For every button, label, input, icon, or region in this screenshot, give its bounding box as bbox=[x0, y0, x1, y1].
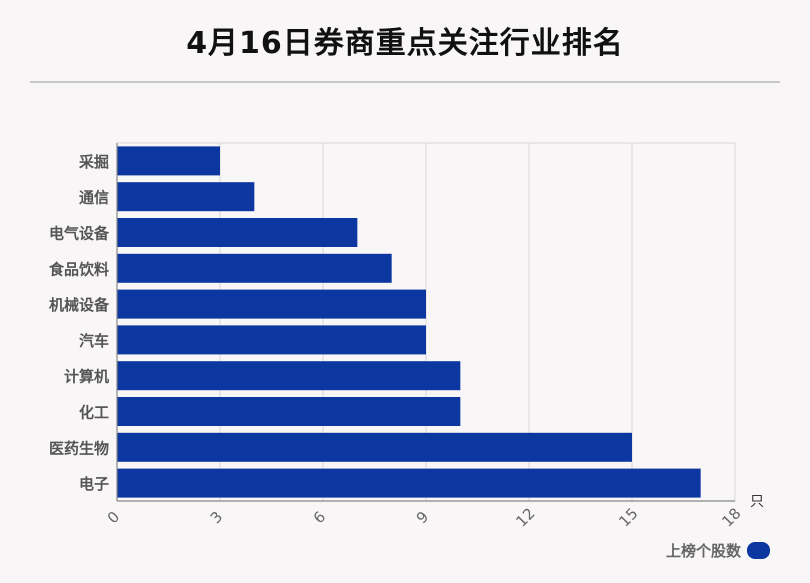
bar-4 bbox=[117, 289, 426, 319]
bar-0 bbox=[117, 146, 220, 176]
legend: 上榜个股数 bbox=[666, 540, 770, 561]
chart-title: 4月16日券商重点关注行业排名 bbox=[186, 26, 624, 61]
category-label: 计算机 bbox=[64, 368, 109, 386]
category-label: 医药生物 bbox=[49, 439, 109, 457]
title-divider bbox=[30, 81, 780, 83]
legend-label: 上榜个股数 bbox=[665, 542, 741, 560]
x-tick-label: 0 bbox=[104, 508, 123, 527]
bar-5 bbox=[117, 325, 426, 355]
category-label: 采掘 bbox=[78, 153, 109, 171]
x-tick-label: 15 bbox=[615, 504, 641, 530]
x-tick-label: 18 bbox=[718, 504, 744, 530]
bar-8 bbox=[117, 432, 632, 462]
category-label: 电子 bbox=[79, 475, 109, 493]
category-label: 化工 bbox=[79, 404, 109, 422]
category-label: 通信 bbox=[79, 189, 109, 207]
bar-2 bbox=[117, 218, 358, 247]
bar-3 bbox=[117, 253, 392, 283]
category-label: 机械设备 bbox=[49, 296, 110, 314]
x-axis-unit: 只 bbox=[750, 494, 764, 510]
bar-9 bbox=[117, 468, 701, 498]
x-tick-label: 6 bbox=[310, 508, 329, 527]
x-tick-label: 3 bbox=[207, 508, 226, 527]
x-tick-label: 9 bbox=[413, 508, 432, 527]
bar-7 bbox=[117, 397, 461, 426]
category-label: 电气设备 bbox=[49, 225, 110, 243]
bar-6 bbox=[117, 361, 461, 391]
category-label: 汽车 bbox=[79, 332, 109, 350]
bar-1 bbox=[117, 182, 255, 212]
category-label: 食品饮料 bbox=[49, 260, 109, 278]
legend-swatch bbox=[747, 542, 770, 559]
x-tick-label: 12 bbox=[512, 504, 538, 530]
